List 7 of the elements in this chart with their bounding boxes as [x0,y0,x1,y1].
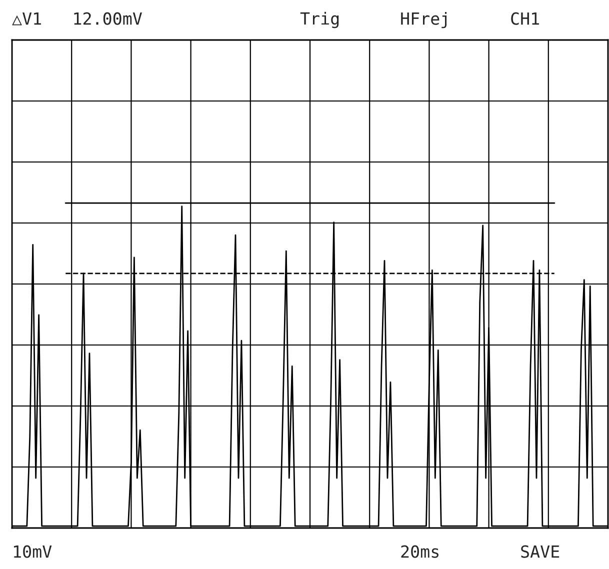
text: Trig [300,12,339,28]
text: HFrej [401,12,447,28]
text: △V1 12.00mV [12,12,142,26]
text: 20ms [401,545,438,558]
text: SAVE [521,545,560,558]
text: CH1 [511,12,539,25]
text: 10mV [14,545,52,558]
